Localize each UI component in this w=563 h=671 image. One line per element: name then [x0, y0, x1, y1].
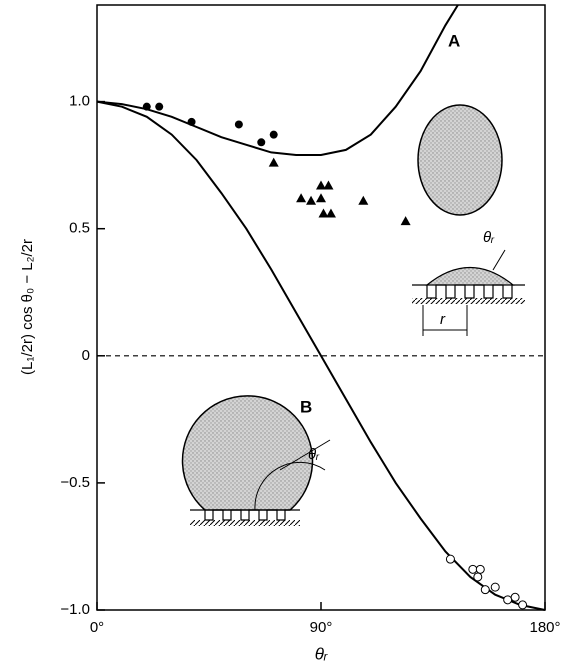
- inset-drop-small: [412, 249, 525, 336]
- curve: [96, 100, 546, 611]
- filled-point: [234, 120, 243, 129]
- x-tick-label: 180°: [529, 619, 560, 636]
- triangle-point: [316, 193, 326, 203]
- inset-label: θᵣ: [308, 446, 320, 463]
- open-point: [490, 582, 500, 592]
- inset-label: θᵣ: [483, 229, 495, 246]
- inset-drop-large: [181, 395, 331, 526]
- y-tick-label: −0.5: [60, 474, 90, 491]
- filled-point: [187, 117, 196, 126]
- open-point: [518, 600, 528, 610]
- open-point: [503, 595, 513, 605]
- triangle-point: [268, 157, 279, 167]
- open-point: [445, 554, 455, 564]
- filled-point: [142, 102, 151, 111]
- curve-label: A: [448, 31, 460, 50]
- x-tick-label: 90°: [310, 619, 333, 636]
- y-axis-label: (L₁/2r) cos θ₀ − L₂/2r: [19, 239, 36, 375]
- open-point: [473, 572, 483, 582]
- triangle-point: [358, 195, 369, 205]
- curve-label: B: [300, 397, 312, 416]
- y-tick-label: 1.0: [69, 93, 90, 110]
- y-tick-label: 0.5: [69, 220, 90, 237]
- triangle-point: [323, 180, 334, 190]
- y-tick-label: −1.0: [60, 601, 90, 618]
- x-tick-label: 0°: [90, 619, 104, 636]
- x-axis-label: θᵣ: [315, 644, 328, 663]
- triangle-point: [325, 208, 336, 218]
- triangle-point: [316, 180, 326, 190]
- open-point: [510, 592, 520, 602]
- triangle-point: [296, 193, 307, 203]
- filled-point: [155, 102, 164, 111]
- y-tick-label: 0: [82, 347, 90, 364]
- triangle-point: [318, 208, 329, 218]
- plot-frame: [96, 4, 546, 611]
- triangle-point: [400, 216, 411, 226]
- open-point: [475, 564, 485, 574]
- inset-ellipse: [417, 104, 503, 216]
- inset-label: r: [440, 311, 446, 328]
- open-point: [480, 585, 490, 595]
- curve: [96, 4, 459, 156]
- open-point: [468, 564, 478, 574]
- filled-point: [257, 138, 266, 147]
- triangle-point: [306, 195, 317, 205]
- filled-point: [269, 130, 278, 139]
